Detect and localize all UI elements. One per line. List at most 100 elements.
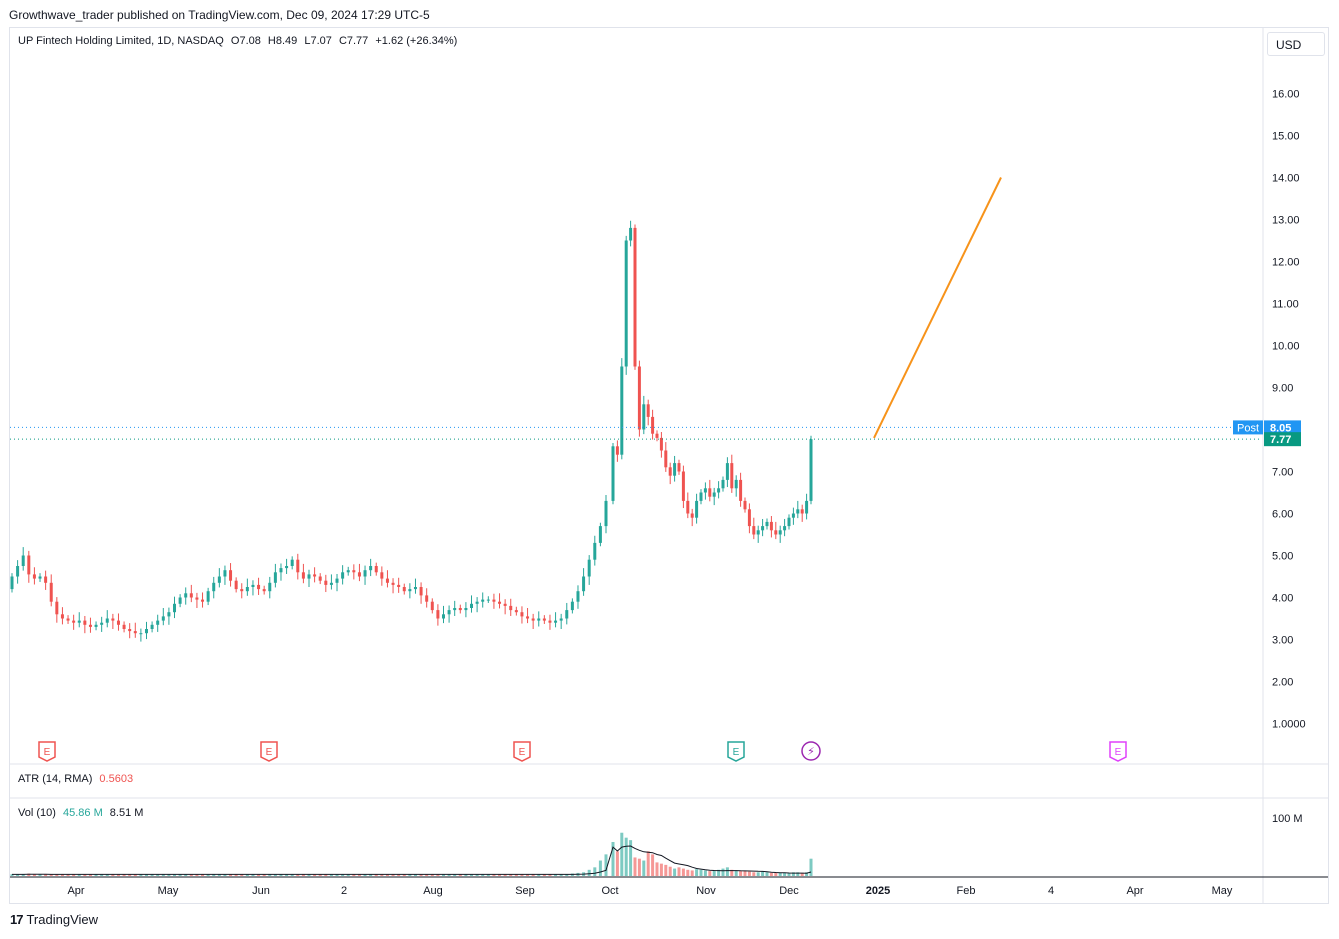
volume-bar <box>318 874 322 876</box>
volume-bar <box>559 874 563 876</box>
x-tick-label: 4 <box>1048 885 1054 897</box>
volume-bar <box>156 874 160 876</box>
x-tick-label: Feb <box>957 885 976 897</box>
candle-body <box>464 608 468 611</box>
volume-bar <box>341 874 345 876</box>
candle-body <box>681 471 685 501</box>
candle-body <box>167 612 171 617</box>
volume-bar <box>699 869 703 876</box>
x-tick-label: May <box>158 885 179 897</box>
volume-bar <box>436 874 440 876</box>
last-price-tag: 7.77 <box>1270 434 1291 446</box>
volume-bar <box>245 874 249 876</box>
volume-bar <box>32 874 36 876</box>
candle-body <box>189 593 193 598</box>
volume-bar <box>201 874 205 876</box>
candle-body <box>273 572 277 583</box>
open-value: O7.08 <box>230 35 261 47</box>
volume-bar <box>604 854 608 876</box>
currency-button[interactable]: USD <box>1267 32 1325 56</box>
volume-bar <box>88 874 92 876</box>
volume-bar <box>514 874 518 876</box>
volume-bar <box>363 874 367 876</box>
y-tick-label: 1.0000 <box>1272 719 1306 731</box>
volume-bar <box>464 874 468 876</box>
volume-bar <box>598 860 602 876</box>
volume-bar <box>279 874 283 876</box>
candle-body <box>615 446 619 455</box>
candle-body <box>747 509 751 527</box>
candle-body <box>341 572 345 579</box>
candle-body <box>223 570 227 577</box>
volume-bar <box>756 872 760 876</box>
candle-body <box>301 572 305 579</box>
candle-body <box>357 572 361 577</box>
volume-bar <box>747 871 751 876</box>
volume-bar <box>769 872 773 876</box>
candle-body <box>116 620 120 625</box>
candle-body <box>761 526 765 531</box>
x-tick-label: Sep <box>515 885 535 897</box>
candle-body <box>721 479 725 489</box>
volume-bar <box>184 874 188 876</box>
candle-body <box>173 603 177 613</box>
candle-body <box>111 618 115 621</box>
volume-bar <box>161 874 165 876</box>
post-tag-label: Post <box>1237 422 1259 434</box>
candle-body <box>178 597 182 604</box>
volume-bar <box>301 874 305 876</box>
candle-body <box>234 580 238 590</box>
candle-body <box>447 610 451 615</box>
volume-bar <box>10 874 14 876</box>
vol-legend: Vol (10) 45.86 M 8.51 M <box>18 807 143 819</box>
candle-body <box>397 584 401 587</box>
volume-bar <box>730 869 734 876</box>
candle-body <box>598 526 602 543</box>
candle-body <box>150 624 154 629</box>
candle-body <box>659 437 663 451</box>
candle-body <box>778 530 782 535</box>
candle-body <box>730 463 734 489</box>
candle-body <box>262 589 266 592</box>
volume-bar <box>809 858 813 876</box>
candle-body <box>717 488 721 493</box>
y-tick-label: 6.00 <box>1272 509 1293 521</box>
volume-bar <box>805 872 809 876</box>
volume-bar <box>615 851 619 876</box>
volume-bar <box>492 874 496 876</box>
volume-bar <box>712 870 716 876</box>
event-label: E <box>266 747 273 758</box>
candle-body <box>620 366 624 455</box>
chart-frame <box>9 27 1329 904</box>
candle-body <box>699 492 703 501</box>
candle-body <box>27 555 31 575</box>
candle-body <box>307 574 311 579</box>
volume-bar <box>374 874 378 876</box>
volume-bar <box>72 874 76 876</box>
volume-bar <box>425 874 429 876</box>
volume-bar <box>133 874 137 876</box>
volume-bar <box>481 874 485 876</box>
tradingview-logo-icon: 17 <box>10 912 24 927</box>
volume-bar <box>150 874 154 876</box>
volume-bar <box>229 874 233 876</box>
candle-body <box>105 618 109 623</box>
candle-body <box>268 582 272 592</box>
volume-bar <box>60 874 64 876</box>
volume-bar <box>743 871 747 876</box>
vol-tick-label: 100 M <box>1272 813 1303 825</box>
y-tick-label: 4.00 <box>1272 593 1293 605</box>
candle-body <box>21 555 25 566</box>
candle-body <box>526 616 530 619</box>
candle-body <box>673 463 677 476</box>
candle-body <box>646 404 650 417</box>
volume-bar <box>128 874 132 876</box>
volume-bar <box>548 874 552 876</box>
volume-bar <box>787 872 791 876</box>
candle-body <box>531 618 535 621</box>
volume-bar <box>531 874 535 876</box>
dividend-event-icon <box>801 741 821 761</box>
candle-body <box>419 587 423 596</box>
candle-body <box>245 587 249 592</box>
